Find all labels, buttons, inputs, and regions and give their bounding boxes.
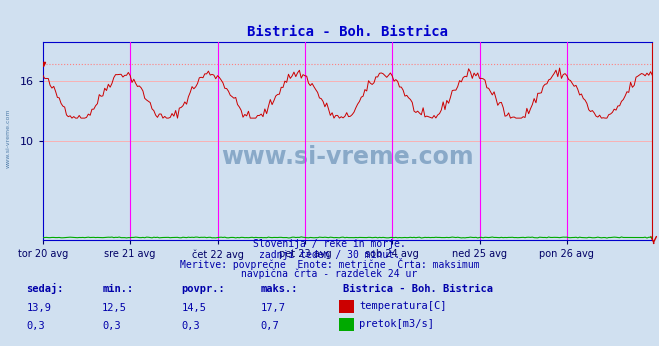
Text: 13,9: 13,9 xyxy=(26,303,51,313)
Title: Bistrica - Boh. Bistrica: Bistrica - Boh. Bistrica xyxy=(247,25,448,39)
Text: 12,5: 12,5 xyxy=(102,303,127,313)
Text: zadnji teden / 30 minut.: zadnji teden / 30 minut. xyxy=(259,250,400,260)
Text: www.si-vreme.com: www.si-vreme.com xyxy=(221,145,474,169)
Text: maks.:: maks.: xyxy=(260,284,298,294)
Text: pretok[m3/s]: pretok[m3/s] xyxy=(359,319,434,329)
Text: navpična črta - razdelek 24 ur: navpična črta - razdelek 24 ur xyxy=(241,269,418,280)
Text: temperatura[C]: temperatura[C] xyxy=(359,301,447,311)
Text: 0,7: 0,7 xyxy=(260,321,279,331)
Text: 0,3: 0,3 xyxy=(181,321,200,331)
Text: min.:: min.: xyxy=(102,284,133,294)
Text: 0,3: 0,3 xyxy=(26,321,45,331)
Text: Bistrica - Boh. Bistrica: Bistrica - Boh. Bistrica xyxy=(343,284,493,294)
Text: www.si-vreme.com: www.si-vreme.com xyxy=(5,109,11,168)
Text: Meritve: povprečne  Enote: metrične  Črta: maksimum: Meritve: povprečne Enote: metrične Črta:… xyxy=(180,258,479,270)
Text: povpr.:: povpr.: xyxy=(181,284,225,294)
Text: sedaj:: sedaj: xyxy=(26,283,64,294)
Text: 0,3: 0,3 xyxy=(102,321,121,331)
Text: Slovenija / reke in morje.: Slovenija / reke in morje. xyxy=(253,239,406,249)
Text: 17,7: 17,7 xyxy=(260,303,285,313)
Text: 14,5: 14,5 xyxy=(181,303,206,313)
